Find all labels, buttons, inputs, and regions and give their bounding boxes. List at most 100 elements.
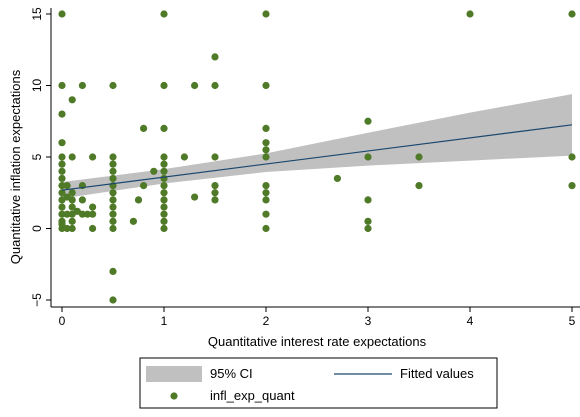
data-point <box>262 224 270 233</box>
y-axis-title: Quantitative inflation expectations <box>8 69 23 264</box>
legend: 95% CI Fitted values infl_exp_quant <box>139 357 498 409</box>
data-point <box>262 182 270 190</box>
data-point <box>364 224 372 233</box>
data-point <box>415 153 423 161</box>
data-point <box>58 167 66 175</box>
data-point <box>364 196 372 204</box>
data-point <box>109 153 117 161</box>
data-point <box>68 153 76 161</box>
data-point <box>109 160 117 168</box>
legend-label: 95% CI <box>210 366 253 381</box>
data-point <box>160 167 168 175</box>
data-point <box>63 193 71 201</box>
data-point <box>58 10 66 18</box>
data-point <box>211 53 219 61</box>
data-point <box>160 210 168 218</box>
data-point <box>262 196 270 204</box>
data-point <box>415 182 423 190</box>
legend-swatch-point <box>170 392 178 400</box>
data-point <box>58 182 66 190</box>
data-point <box>211 196 219 204</box>
data-point <box>109 196 117 204</box>
data-point <box>568 182 576 190</box>
data-point <box>68 96 76 104</box>
data-point <box>160 196 168 204</box>
data-point <box>83 210 92 218</box>
data-point <box>364 153 372 161</box>
data-point <box>160 224 168 233</box>
data-point <box>109 189 117 197</box>
data-point <box>89 153 97 161</box>
data-point <box>140 124 148 132</box>
data-point <box>68 224 76 233</box>
data-point <box>58 203 66 211</box>
data-point <box>211 189 219 197</box>
data-point <box>160 153 168 161</box>
x-tick-label: 0 <box>59 314 66 328</box>
x-axis-title: Quantitative interest rate expectations <box>208 334 427 349</box>
data-point <box>160 182 168 190</box>
data-point <box>109 296 117 304</box>
data-point <box>58 139 66 147</box>
data-point <box>109 167 117 175</box>
data-point <box>68 189 76 197</box>
data-point <box>89 203 97 211</box>
data-point <box>180 153 188 161</box>
data-point <box>129 217 137 225</box>
data-point <box>160 189 168 197</box>
data-point <box>58 160 66 168</box>
data-point <box>109 267 117 275</box>
data-point <box>58 189 66 197</box>
x-tick-label: 5 <box>569 314 576 328</box>
data-point <box>160 81 168 90</box>
y-tick-label: 0 <box>30 225 44 232</box>
data-point <box>262 81 270 90</box>
data-point <box>211 153 219 161</box>
data-point <box>568 153 576 161</box>
data-point <box>364 117 372 125</box>
data-point <box>109 217 117 225</box>
data-point <box>262 153 270 161</box>
data-point <box>58 174 66 183</box>
data-point <box>191 193 199 201</box>
data-point <box>109 210 117 218</box>
data-point <box>58 81 66 90</box>
data-point <box>78 196 86 204</box>
data-point <box>262 146 270 154</box>
data-point <box>134 196 143 204</box>
x-tick-label: 3 <box>365 314 372 328</box>
x-tick-label: 1 <box>161 314 168 328</box>
y-tick-label: 5 <box>30 153 44 160</box>
data-point <box>191 81 199 90</box>
data-point <box>89 224 97 233</box>
data-point <box>568 10 576 18</box>
confidence-band <box>62 94 572 199</box>
data-point <box>73 207 81 215</box>
data-point <box>262 10 270 18</box>
data-point <box>262 124 270 132</box>
data-point <box>364 217 372 225</box>
data-point <box>160 174 168 183</box>
data-point <box>68 217 76 225</box>
data-point <box>109 203 117 211</box>
data-point <box>262 210 270 218</box>
data-point <box>262 189 270 197</box>
data-point <box>63 210 71 218</box>
data-point <box>262 139 270 147</box>
data-point <box>333 174 341 183</box>
legend-label: infl_exp_quant <box>210 388 295 403</box>
axes: 0 1 2 3 4 5 −5 0 5 10 15 <box>30 7 580 328</box>
data-point <box>89 210 97 218</box>
data-point <box>63 182 71 190</box>
legend-swatch-band <box>146 366 202 382</box>
fitted-line <box>61 124 573 191</box>
data-point <box>160 10 168 18</box>
data-point <box>68 203 76 211</box>
data-point <box>160 124 168 132</box>
x-tick-label: 4 <box>467 314 474 328</box>
legend-label: Fitted values <box>400 366 474 381</box>
data-point <box>109 174 117 183</box>
data-point <box>109 224 117 233</box>
